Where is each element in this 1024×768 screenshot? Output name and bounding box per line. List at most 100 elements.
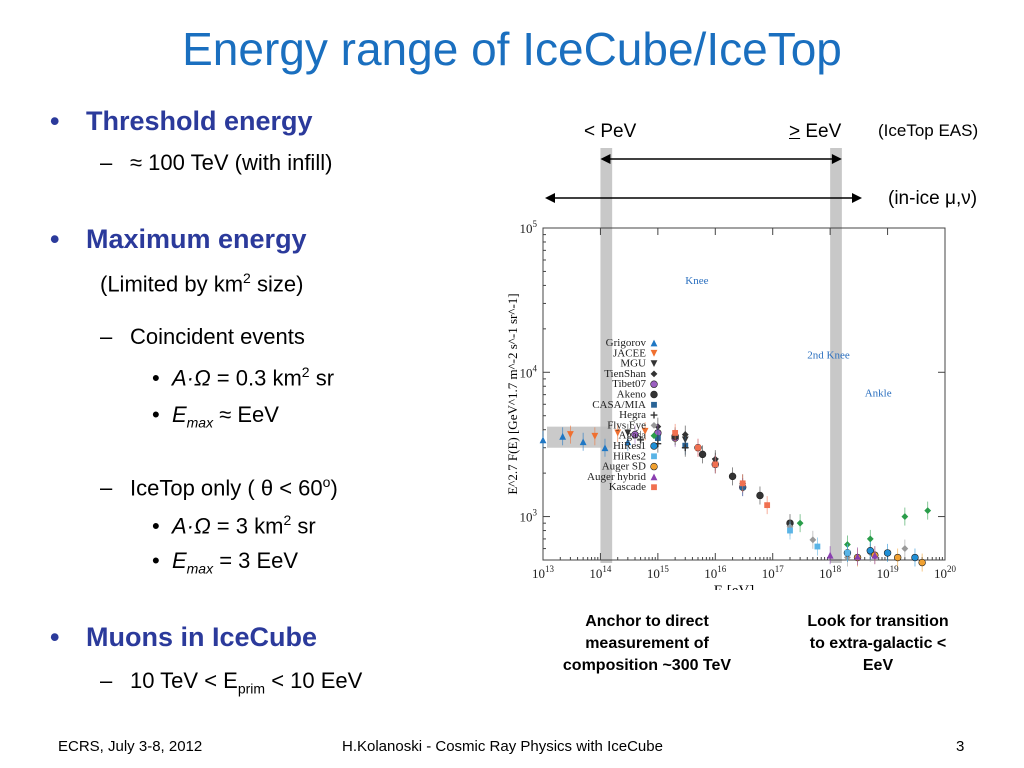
legend-label: TienShan — [604, 368, 646, 380]
legend-marker — [650, 442, 658, 450]
y-axis-label: E^2.7 F(E) [GeV^1.7 m^-2 s^-1 sr^-1] — [505, 293, 520, 494]
chart-legend: GrigorovJACEEMGUTienShanTibet07AkenoCASA… — [587, 337, 658, 493]
range-arrows — [545, 154, 862, 203]
icetop-only: – IceTop only ( θ < 60o) — [100, 474, 338, 501]
legend-marker — [650, 473, 658, 481]
legend-label: Tibet07 — [612, 378, 646, 390]
bullet-dot: • — [50, 106, 60, 136]
energy-band — [830, 148, 842, 563]
data-point — [844, 549, 851, 556]
slide-title: Energy range of IceCube/IceTop — [182, 23, 842, 75]
data-point — [883, 549, 892, 557]
region-label: 2nd Knee — [807, 349, 850, 361]
icetop-eas-label: (IceTop EAS) — [878, 121, 979, 140]
data-point — [559, 432, 567, 440]
data-point — [614, 429, 622, 437]
data-point — [601, 444, 609, 452]
data-point — [809, 536, 817, 544]
data-point — [901, 545, 909, 552]
data-point — [814, 543, 821, 550]
legend-label: Auger SD — [602, 461, 646, 473]
icetop-area: • A·Ω = 3 km2 sr — [152, 512, 316, 539]
legend-marker — [651, 401, 657, 408]
legend-marker — [651, 453, 657, 460]
pev-label: < PeV — [584, 121, 637, 142]
bullet-dot: • — [50, 224, 60, 254]
footer-conference: ECRS, July 3-8, 2012 — [58, 738, 203, 755]
data-point — [539, 436, 547, 444]
energy-band — [600, 148, 613, 563]
data-point — [712, 461, 719, 468]
data-point — [787, 527, 793, 534]
data-points — [539, 417, 932, 572]
legend-marker — [650, 462, 658, 471]
data-point — [854, 552, 861, 560]
legend-marker — [650, 422, 658, 429]
arrow-head — [600, 154, 611, 164]
bullet-muons-heading: • Muons in IceCube — [50, 622, 318, 652]
muons-range: –10 TeV < Eprim < 10 EeV — [100, 668, 363, 697]
legend-label: Akeno — [617, 389, 647, 401]
reference-band-rect — [547, 426, 613, 448]
legend-label: JACEE — [613, 347, 646, 359]
legend-marker — [650, 411, 658, 419]
reference-band — [547, 426, 613, 448]
highlight-bands — [600, 148, 842, 563]
data-point — [631, 430, 639, 439]
legend-label: Hegra — [619, 409, 646, 421]
legend-marker — [650, 432, 658, 440]
x-tick-label: 1018 — [819, 564, 842, 581]
legend-label: Agasa — [619, 430, 647, 442]
legend-marker — [650, 390, 658, 399]
chart-axes: 1013 1014 1015 1016 1017 1018 1019 1020 103 104 10… — [520, 219, 957, 581]
legend-label: HiRes2 — [613, 450, 646, 462]
legend-marker — [650, 370, 658, 378]
data-point — [871, 551, 879, 559]
eev-label: > EeV — [789, 121, 842, 142]
x-tick-label: 1016 — [704, 564, 727, 581]
data-point — [672, 430, 679, 436]
legend-label: Grigorov — [606, 337, 647, 349]
data-point — [901, 513, 909, 520]
legend-label: Flys Eye — [607, 419, 646, 431]
y-tick-label: 104 — [520, 363, 538, 380]
data-point — [796, 519, 804, 527]
data-point — [911, 553, 919, 562]
coincident-emax: • Emax ≈ EeV — [152, 402, 279, 431]
data-point — [681, 431, 689, 438]
data-point — [739, 480, 746, 487]
data-point — [695, 444, 701, 451]
arrow-head — [545, 193, 555, 203]
page-number: 3 — [956, 738, 965, 755]
y-tick-label: 105 — [520, 219, 538, 236]
data-point — [866, 546, 874, 555]
legend-label: HiRes1 — [613, 440, 646, 452]
coincident-events: – Coincident events — [100, 324, 305, 349]
legend-marker — [650, 380, 658, 388]
x-axis-label: E [eV] — [714, 583, 754, 590]
coincident-area: • A·Ω = 0.3 km2 sr — [152, 364, 335, 391]
arrow-head — [852, 193, 862, 203]
plot-frame — [542, 227, 946, 561]
region-labels: Knee 2nd Knee Ankle — [685, 275, 891, 400]
legend-marker — [650, 349, 658, 357]
inice-label: (in-ice μ,ν) — [888, 188, 978, 209]
region-label: Ankle — [865, 387, 892, 399]
data-point — [826, 551, 834, 559]
bullet-threshold-heading: • Threshold energy — [50, 106, 313, 136]
bullet-maximum-heading: • Maximum energy — [50, 224, 307, 254]
legend-marker — [651, 484, 657, 491]
data-point — [591, 432, 599, 440]
legend-label: Kascade — [609, 481, 646, 493]
legend-label: MGU — [620, 358, 646, 370]
data-point — [641, 427, 649, 435]
x-tick-label: 1014 — [589, 564, 612, 581]
x-tick-label: 1019 — [877, 564, 900, 581]
caption-anchor: Anchor to direct measurement of composit… — [562, 613, 732, 674]
x-tick-label: 1017 — [762, 564, 785, 581]
data-point — [624, 429, 632, 437]
data-point — [681, 444, 689, 452]
footer-author: H.Kolanoski - Cosmic Ray Physics with Ic… — [342, 738, 663, 755]
legend-marker — [650, 360, 658, 367]
region-label: Knee — [685, 275, 708, 287]
